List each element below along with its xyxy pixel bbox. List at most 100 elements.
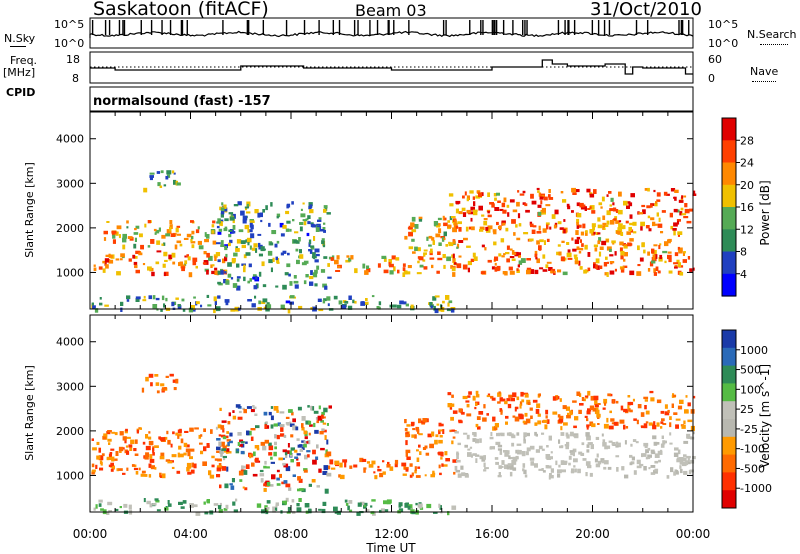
heatmap-cell (650, 217, 655, 221)
heatmap-cell (524, 474, 528, 478)
heatmap-cell (349, 465, 353, 469)
heatmap-cell (548, 267, 553, 271)
heatmap-cell (310, 223, 315, 228)
heatmap-cell (609, 208, 614, 212)
heatmap-cell (227, 273, 232, 278)
heatmap-cell (479, 229, 484, 232)
heatmap-cell (495, 461, 499, 465)
heatmap-cell (370, 505, 373, 508)
velocity-heatmap-cells (91, 373, 696, 516)
heatmap-cell (127, 236, 133, 239)
heatmap-cell (593, 262, 596, 266)
heatmap-cell (191, 462, 194, 468)
heatmap-cell (447, 511, 450, 516)
heatmap-cell (363, 504, 366, 507)
heatmap-cell (619, 266, 625, 270)
heatmap-cell (321, 238, 325, 241)
heatmap-cell (150, 382, 153, 387)
heatmap-cell (472, 453, 477, 456)
heatmap-cell (470, 258, 475, 262)
heatmap-cell (189, 427, 194, 432)
heatmap-cell (623, 424, 626, 430)
heatmap-cell (190, 220, 194, 223)
heatmap-cell (472, 196, 475, 200)
heatmap-cell (296, 462, 301, 467)
heatmap-cell (235, 248, 240, 252)
colorbar-frame (721, 329, 737, 509)
heatmap-cell (421, 420, 426, 424)
heatmap-cell (282, 284, 287, 290)
heatmap-cell (184, 430, 189, 433)
heatmap-cell (604, 402, 607, 406)
heatmap-cell (662, 440, 667, 444)
heatmap-cell (223, 228, 228, 232)
colorbar-segment (722, 140, 736, 164)
heatmap-cell (253, 285, 258, 290)
heatmap-cell (508, 432, 512, 437)
heatmap-cell (450, 403, 455, 407)
heatmap-cell (652, 425, 657, 430)
heatmap-cell (341, 304, 347, 310)
heatmap-cell (228, 440, 233, 444)
heatmap-cell (680, 207, 684, 211)
heatmap-cell (310, 246, 315, 250)
heatmap-cell (530, 269, 535, 274)
cpid-label: CPID (6, 86, 36, 99)
heatmap-cell (148, 295, 152, 300)
heatmap-cell (323, 230, 326, 233)
heatmap-cell (107, 259, 111, 263)
heatmap-cell (311, 256, 317, 259)
heatmap-cell (386, 499, 392, 504)
heatmap-cell (690, 425, 695, 431)
heatmap-cell (595, 463, 601, 468)
heatmap-cell (435, 434, 439, 438)
heatmap-cell (270, 267, 273, 273)
heatmap-cell (485, 227, 491, 233)
heatmap-cell (270, 406, 274, 409)
heatmap-cell (487, 259, 492, 263)
heatmap-cell (501, 255, 505, 258)
heatmap-cell (210, 429, 213, 434)
heatmap-cell (609, 254, 614, 257)
heatmap-cell (152, 452, 155, 456)
heatmap-cell (692, 267, 695, 271)
heatmap-cell (253, 406, 257, 410)
heatmap-cell (268, 445, 274, 451)
heatmap-cell (590, 395, 594, 401)
heatmap-cell (545, 409, 549, 415)
heatmap-cell (487, 393, 491, 397)
heatmap-cell (422, 418, 428, 423)
heatmap-cell (310, 307, 313, 310)
heatmap-cell (571, 468, 575, 474)
heatmap-cell (441, 237, 445, 242)
heatmap-cell (134, 237, 137, 242)
heatmap-cell (602, 407, 606, 410)
heatmap-cell (276, 240, 280, 244)
heatmap-cell (526, 258, 531, 261)
heatmap-cell (512, 467, 517, 471)
heatmap-cell (594, 409, 600, 415)
heatmap-cell (322, 429, 327, 433)
heatmap-cell (479, 455, 485, 460)
heatmap-cell (485, 226, 489, 231)
heatmap-cell (232, 410, 235, 413)
heatmap-cell (468, 226, 472, 230)
y-tick-label: 1000 (56, 469, 84, 482)
heatmap-cell (677, 220, 680, 225)
heatmap-cell (102, 435, 107, 440)
heatmap-cell (575, 230, 579, 235)
heatmap-cell (250, 428, 256, 431)
heatmap-cell (677, 246, 680, 251)
heatmap-cell (558, 251, 562, 256)
station-title: Saskatoon (fitACF) (93, 0, 269, 20)
heatmap-cell (414, 466, 417, 471)
heatmap-cell (555, 395, 559, 399)
heatmap-cell (263, 465, 267, 469)
cpid-value: normalsound (fast) -157 (93, 94, 271, 109)
heatmap-cell (438, 429, 443, 432)
heatmap-cell (660, 443, 665, 448)
heatmap-cell (451, 216, 456, 219)
heatmap-cell (452, 266, 456, 269)
heatmap-cell (257, 212, 261, 218)
heatmap-cell (197, 240, 202, 245)
